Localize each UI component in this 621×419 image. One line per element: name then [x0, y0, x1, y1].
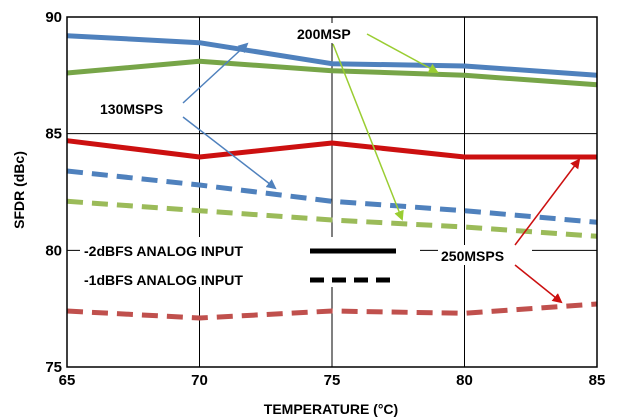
series-layer [66, 33, 598, 321]
arrow-250-to-dashed [514, 264, 563, 304]
series-line-130-dashed [66, 168, 598, 225]
x-tick-label: 80 [456, 372, 473, 389]
y-tick-label: 85 [45, 126, 62, 143]
arrow-130-to-dashed [182, 116, 277, 190]
annotation-130msps: 130MSPS [100, 101, 163, 117]
y-axis-title: SFDR (dBc) [11, 151, 27, 229]
legend-solid-label: -2dBFS ANALOG INPUT [84, 243, 243, 259]
x-tick-label: 70 [191, 372, 208, 389]
annotation-200msp: 200MSP [297, 26, 351, 42]
arrow-130-to-solid [182, 42, 249, 104]
series-line-250-dashed [66, 301, 598, 321]
label-200-bg [295, 23, 367, 43]
plot-frame [66, 16, 598, 368]
x-tick-label: 75 [324, 372, 341, 389]
x-tick-label: 85 [589, 372, 606, 389]
tick-labels: 65 70 75 80 85 75 80 85 90 [45, 9, 605, 389]
y-tick-label: 90 [45, 9, 62, 26]
y-tick-label: 75 [45, 359, 62, 376]
arrow-250-to-solid [514, 158, 581, 246]
series-line-250-solid [66, 138, 597, 160]
x-tick-label: 65 [59, 372, 76, 389]
x-axis-title: TEMPERATURE (°C) [264, 401, 398, 417]
legend-dashed-label: -1dBFS ANALOG INPUT [84, 272, 243, 288]
annotation-250msps: 250MSPS [441, 248, 504, 264]
series-line-200-solid [66, 58, 598, 88]
arrow-200-to-solid [366, 33, 439, 73]
label-130-bg [97, 98, 197, 118]
y-tick-label: 80 [45, 242, 62, 259]
series-line-200-dashed [66, 198, 598, 239]
series-line-130-solid [66, 33, 598, 78]
arrow-200-to-dashed [332, 43, 404, 221]
label-250-bg [438, 245, 532, 265]
